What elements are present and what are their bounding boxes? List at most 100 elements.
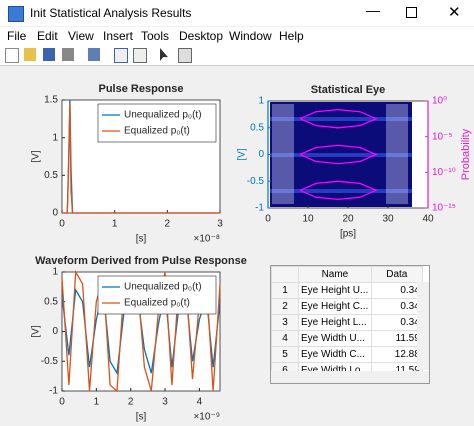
table-cell: 12.88 xyxy=(370,346,423,363)
horizontal-scrollbar[interactable] xyxy=(271,371,429,383)
menu-bar: File Edit View Insert Tools Desktop Wind… xyxy=(0,27,474,45)
x-axis-label: [s] xyxy=(136,412,147,423)
y-tick-label: -1 xyxy=(49,386,58,397)
table-cell: 11.59 xyxy=(370,330,423,347)
minimize-button[interactable]: — xyxy=(366,2,380,18)
x-tick-label: 1 xyxy=(94,397,100,408)
x-tick-label: 4 xyxy=(197,397,203,408)
row-number: 2 xyxy=(271,298,299,315)
new-icon[interactable] xyxy=(5,48,19,63)
row-number: 4 xyxy=(271,330,299,347)
x-tick-label: 10 xyxy=(302,214,314,225)
y2-tick-label: 10⁰ xyxy=(432,96,447,107)
eye-density xyxy=(270,102,412,207)
y-tick-label: 0.5 xyxy=(250,122,264,133)
table-row[interactable]: 3 Eye Height L... 0.34 xyxy=(271,314,423,331)
x-tick-label: 2 xyxy=(165,219,171,230)
menu-item[interactable]: Desktop xyxy=(179,29,224,43)
link-icon[interactable] xyxy=(88,48,100,61)
y2-tick-label: 10⁻¹⁰ xyxy=(432,167,456,178)
chart-title: Waveform Derived from Pulse Response xyxy=(35,255,247,267)
y-tick-label: 1 xyxy=(258,96,264,107)
y-tick-label: 1.5 xyxy=(44,95,58,106)
dock-icon[interactable] xyxy=(178,48,192,63)
vertical-scrollbar[interactable] xyxy=(417,282,429,370)
x-multiplier: ×10⁻⁹ xyxy=(193,412,220,423)
open-icon[interactable] xyxy=(24,48,36,61)
menu-item[interactable]: Help xyxy=(279,29,304,43)
legend-label: Unequalized p₀(t) xyxy=(124,110,202,121)
table-cell: 0.34 xyxy=(370,282,423,299)
y2-tick-label: 10⁻⁵ xyxy=(432,131,453,142)
y-tick-label: 0 xyxy=(258,149,264,160)
x-tick-label: 20 xyxy=(342,214,354,225)
menu-item[interactable]: Insert xyxy=(103,29,134,43)
x-multiplier: ×10⁻⁸ xyxy=(194,234,220,245)
pointer-icon[interactable] xyxy=(160,48,168,61)
column-header[interactable]: Data xyxy=(370,266,423,283)
menu-item[interactable]: View xyxy=(68,29,94,43)
x-tick-label: 0 xyxy=(265,214,271,225)
close-button[interactable]: ✕ xyxy=(448,4,461,21)
y-tick-label: 1 xyxy=(52,267,58,278)
table-cell: Eye Height L... xyxy=(298,314,372,331)
legend-box xyxy=(97,275,217,315)
table-cell: 0.34 xyxy=(370,298,423,315)
title-bar: Init Statistical Analysis Results — ✕ xyxy=(0,0,474,26)
y-tick-label: 1 xyxy=(52,132,58,143)
toolbar xyxy=(0,45,474,66)
x-tick-label: 3 xyxy=(162,397,168,408)
table-row[interactable]: 5 Eye Width C... 12.88 xyxy=(271,346,423,363)
column-header[interactable]: Name xyxy=(298,266,372,283)
series-line xyxy=(62,103,220,214)
colorbar-icon[interactable] xyxy=(114,48,128,63)
x-tick-label: 40 xyxy=(422,214,434,225)
table-row[interactable]: 2 Eye Height C... 0.34 xyxy=(271,298,423,315)
save-icon[interactable] xyxy=(43,48,55,61)
y-tick-label: -1 xyxy=(255,203,264,214)
x-tick-label: 0 xyxy=(59,397,65,408)
y-tick-label: 0.5 xyxy=(44,170,58,181)
y2-tick-label: 10⁻¹⁵ xyxy=(432,203,456,214)
menu-item[interactable]: Tools xyxy=(141,29,170,43)
results-table: Name Data 1 Eye Height U... 0.34 2 Eye Heigh… xyxy=(270,265,430,384)
y-tick-label: -0.5 xyxy=(247,176,265,187)
chart-title: Pulse Response xyxy=(99,83,184,95)
y-tick-label: 0 xyxy=(52,208,58,219)
y-axis-label: [V] xyxy=(31,325,42,337)
legend-box xyxy=(97,103,217,143)
table-row[interactable]: 1 Eye Height U... 0.34 xyxy=(271,282,423,299)
y-axis-label: [V] xyxy=(237,148,248,160)
table-cell: Eye Height U... xyxy=(298,282,372,299)
x-axis-label: [s] xyxy=(136,234,147,245)
y-tick-label: 0 xyxy=(52,326,58,337)
print-icon[interactable] xyxy=(62,48,74,61)
table-cell: 0.34 xyxy=(370,314,423,331)
row-number: 1 xyxy=(271,282,299,299)
table-row[interactable]: 4 Eye Width U... 11.59 xyxy=(271,330,423,347)
legend-icon[interactable] xyxy=(133,48,147,63)
table-cell: Eye Width C... xyxy=(298,346,372,363)
table-cell: Eye Height C... xyxy=(298,298,372,315)
corner-cell xyxy=(271,266,299,283)
x-axis-label: [ps] xyxy=(340,229,356,240)
window-title: Init Statistical Analysis Results xyxy=(30,6,192,20)
menu-item[interactable]: Window xyxy=(229,29,272,43)
legend-label: Unequalized p₀(t) xyxy=(124,282,202,293)
x-tick-label: 3 xyxy=(217,219,223,230)
legend-label: Equalized p₀(t) xyxy=(124,126,190,137)
chart-title: Statistical Eye xyxy=(311,84,386,96)
table-cell: Eye Width U... xyxy=(298,330,372,347)
x-tick-label: 1 xyxy=(112,219,118,230)
maximize-button[interactable] xyxy=(406,7,417,18)
y-tick-label: 0.5 xyxy=(44,296,58,307)
menu-item[interactable]: File xyxy=(7,29,27,43)
y-tick-label: -0.5 xyxy=(41,356,59,367)
y-axis-label: [V] xyxy=(31,150,42,162)
series-line xyxy=(299,108,378,201)
x-tick-label: 2 xyxy=(128,397,134,408)
menu-item[interactable]: Edit xyxy=(37,29,58,43)
row-number: 5 xyxy=(271,346,299,363)
